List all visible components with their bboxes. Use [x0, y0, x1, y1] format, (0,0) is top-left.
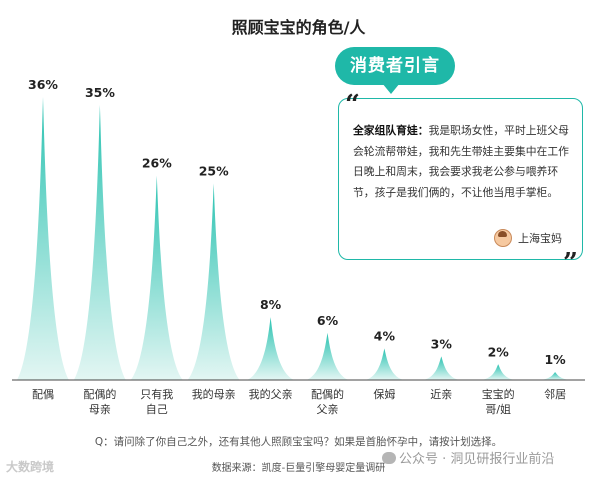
peak-4: [187, 183, 240, 380]
quote-tag: 消费者引言: [335, 47, 455, 85]
value-label-6: 6%: [317, 313, 339, 328]
category-label-10: 邻居: [544, 388, 566, 401]
category-label-7: 保姆: [373, 387, 395, 401]
category-label-5: 我的父亲: [249, 387, 293, 401]
close-quote-mark: ”: [563, 248, 578, 278]
value-label-7: 4%: [374, 329, 396, 344]
peak-10: [539, 372, 571, 380]
value-label-2: 35%: [85, 85, 115, 100]
peak-5: [246, 317, 295, 380]
category-label-6-line-1: 配偶的: [311, 387, 344, 401]
peak-8: [423, 356, 460, 380]
value-label-9: 2%: [488, 344, 510, 359]
category-label-9-line-2: 哥/姐: [485, 402, 511, 416]
value-label-4: 25%: [199, 163, 229, 178]
quote-box: [338, 98, 583, 260]
category-label-8: 近亲: [430, 387, 452, 401]
value-label-8: 3%: [431, 336, 453, 351]
peak-3: [130, 175, 183, 380]
mom-avatar-icon: [494, 229, 512, 247]
value-label-3: 26%: [142, 156, 172, 171]
peak-2: [73, 104, 126, 380]
watermark-right: 公众号 · 洞见研报行业前沿: [382, 448, 554, 467]
wechat-icon: [382, 452, 396, 464]
chart-title: 照顾宝宝的角色/人: [231, 18, 366, 37]
value-label-5: 8%: [260, 297, 282, 312]
watermark-left: 大数跨境: [6, 460, 55, 474]
category-label-2-line-1: 配偶的: [83, 387, 116, 401]
value-label-10: 1%: [544, 352, 566, 367]
watermark-right-text: 公众号 · 洞见研报行业前沿: [399, 452, 555, 467]
quote-speaker: 全家组队育娃：: [353, 124, 429, 137]
category-label-3-line-1: 只有我: [140, 387, 173, 401]
category-label-6-line-2: 父亲: [317, 402, 339, 416]
peak-7: [365, 348, 404, 380]
peak-6: [306, 332, 349, 380]
open-quote-mark: “: [345, 90, 360, 120]
quote-tag-pointer: [382, 83, 400, 94]
survey-question: Q：请问除了你自己之外，还有其他人照顾宝宝吗？如果是首胎怀孕中，请按计划选择。: [94, 436, 503, 448]
category-label-3-line-2: 自己: [146, 403, 168, 416]
quote-attribution: 上海宝妈: [518, 232, 562, 245]
data-source: 数据来源：凯度-巨量引擎母婴定量调研: [211, 463, 386, 474]
peak-1: [17, 97, 69, 380]
peak-9: [481, 364, 515, 380]
quote-text: 全家组队育娃：我是职场女性，平时上班父母会轮流帮带娃，我和先生带娃主要集中在工作…: [353, 121, 575, 203]
category-label-1: 配偶: [32, 388, 54, 401]
category-label-2-line-2: 母亲: [89, 402, 111, 416]
quote-body: 我是职场女性，平时上班父母会轮流帮带娃，我和先生带娃主要集中在工作日晚上和周末，…: [353, 124, 569, 199]
category-label-4: 我的母亲: [192, 387, 236, 401]
category-label-9-line-1: 宝宝的: [482, 387, 515, 401]
value-label-1: 36%: [28, 77, 58, 92]
